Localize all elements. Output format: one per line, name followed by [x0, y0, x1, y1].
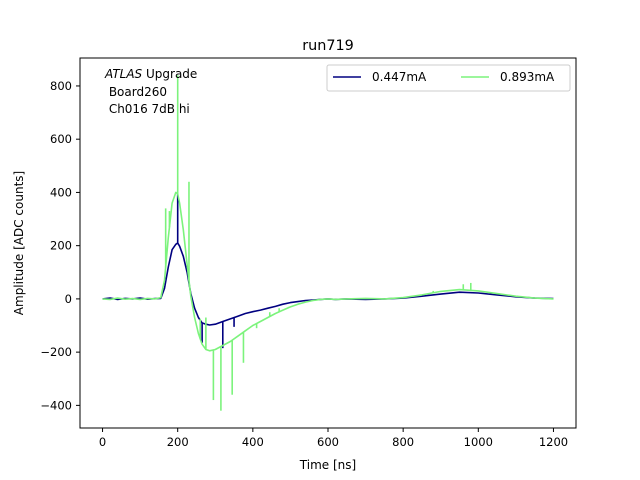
- legend: 0.447mA 0.893mA: [326, 64, 571, 92]
- x-tick-label: 0: [99, 435, 106, 449]
- plot-area: [80, 58, 576, 428]
- y-tick-label: 0: [65, 292, 72, 306]
- annotation: ATLAS Upgrade Board260 Ch016 7dB hi: [104, 67, 197, 116]
- x-axis: 0 200 400 600 800 1000 1200: [99, 428, 568, 449]
- x-axis-label: Time [ns]: [299, 458, 356, 472]
- x-tick-label: 400: [242, 435, 264, 449]
- legend-box: [326, 64, 571, 92]
- series-line-1: [102, 191, 554, 352]
- y-tick-label: 400: [50, 185, 72, 199]
- annotation-line-3: Ch016 7dB hi: [105, 102, 190, 116]
- y-tick-label: −400: [40, 398, 72, 412]
- x-tick-label: 600: [317, 435, 339, 449]
- plot-frame: [79, 57, 577, 429]
- y-tick-label: 600: [50, 132, 72, 146]
- annotation-line-1-rest: Upgrade: [142, 67, 197, 81]
- chart-title: run719: [302, 38, 354, 54]
- y-tick-label: −200: [40, 345, 72, 359]
- legend-label-0: 0.447mA: [372, 70, 427, 84]
- x-tick-label: 200: [167, 435, 189, 449]
- y-axis: −400 −200 0 200 400 600 800: [40, 79, 80, 412]
- y-tick-label: 800: [50, 79, 72, 93]
- x-tick-label: 800: [392, 435, 414, 449]
- annotation-line-2: Board260: [105, 85, 167, 99]
- y-axis-label: Amplitude [ADC counts]: [12, 171, 26, 315]
- legend-label-1: 0.893mA: [500, 70, 555, 84]
- series-layer: [102, 75, 554, 411]
- x-tick-label: 1000: [464, 435, 493, 449]
- annotation-line-1: ATLAS Upgrade: [104, 67, 197, 81]
- x-tick-label: 1200: [539, 435, 568, 449]
- y-tick-label: 200: [50, 239, 72, 253]
- annotation-italic: ATLAS: [104, 67, 143, 81]
